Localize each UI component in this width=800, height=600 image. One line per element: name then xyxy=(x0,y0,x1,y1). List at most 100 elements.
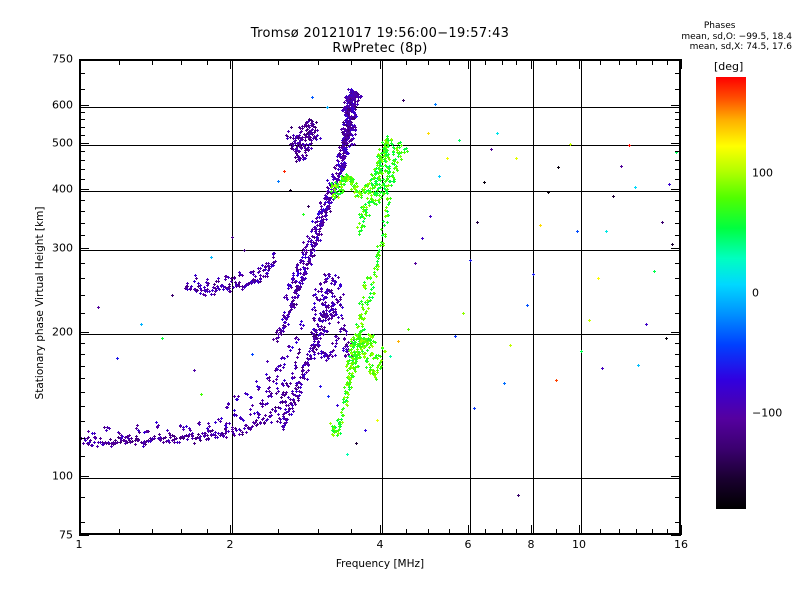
data-point xyxy=(294,296,297,299)
data-point xyxy=(307,358,310,361)
data-point xyxy=(315,121,318,124)
data-point xyxy=(331,342,334,345)
data-point xyxy=(421,237,424,240)
data-point xyxy=(347,113,350,116)
data-point xyxy=(354,114,357,117)
data-point xyxy=(379,164,382,167)
data-point xyxy=(376,268,379,271)
x-axis-minor-tick-top xyxy=(485,59,486,65)
data-point xyxy=(99,437,102,440)
data-point xyxy=(109,438,112,441)
data-point xyxy=(352,336,355,339)
y-axis-minor-tick xyxy=(79,223,85,224)
data-point xyxy=(318,319,321,322)
data-point xyxy=(358,222,361,225)
data-point xyxy=(93,432,96,435)
data-point xyxy=(354,129,357,132)
data-point xyxy=(283,424,286,427)
data-point xyxy=(200,393,203,396)
data-point xyxy=(358,317,361,320)
data-point xyxy=(134,443,137,446)
data-point xyxy=(197,285,200,288)
data-point xyxy=(458,139,461,142)
x-axis-minor-tick xyxy=(556,529,557,535)
data-point xyxy=(356,185,359,188)
data-point xyxy=(369,276,372,279)
x-axis-minor-tick xyxy=(619,529,620,535)
x-axis-minor-tick xyxy=(516,529,517,535)
data-point xyxy=(304,139,307,142)
data-point xyxy=(272,252,275,255)
data-point xyxy=(372,369,375,372)
data-point xyxy=(661,221,664,224)
data-point xyxy=(345,399,348,402)
figure-subtitle: RwPretec (8p) xyxy=(0,41,760,56)
data-point xyxy=(297,399,300,402)
data-point xyxy=(144,443,147,446)
data-point xyxy=(330,186,333,189)
y-axis-tick-label: 400 xyxy=(52,183,73,196)
data-point xyxy=(349,176,352,179)
data-point xyxy=(384,160,387,163)
data-point xyxy=(314,288,317,291)
data-point xyxy=(291,300,294,303)
y-axis-minor-tick-right xyxy=(675,497,681,498)
data-point xyxy=(385,190,388,193)
data-point xyxy=(368,214,371,217)
data-point xyxy=(128,439,131,442)
x-axis-tick-label: 2 xyxy=(227,538,234,551)
data-point xyxy=(287,130,290,133)
data-point xyxy=(321,320,324,323)
data-point xyxy=(388,170,391,173)
y-axis-tick-label: 600 xyxy=(52,99,73,112)
data-point xyxy=(373,267,376,270)
data-point xyxy=(371,183,374,186)
y-axis-tick-label: 100 xyxy=(52,470,73,483)
y-axis-minor-tick xyxy=(79,438,85,439)
data-point xyxy=(298,150,301,153)
data-point xyxy=(303,268,306,271)
data-point xyxy=(340,411,343,414)
data-point xyxy=(348,145,351,148)
data-point xyxy=(299,139,302,142)
scatter-data-layer xyxy=(81,61,679,533)
data-point xyxy=(90,444,93,447)
data-point xyxy=(313,353,316,356)
data-point xyxy=(291,305,294,308)
data-point xyxy=(121,435,124,438)
y-axis-minor-tick-right xyxy=(675,392,681,393)
data-point xyxy=(363,281,366,284)
data-point xyxy=(286,137,289,140)
data-point xyxy=(227,430,230,433)
data-point xyxy=(386,214,389,217)
y-axis-minor-tick-right xyxy=(675,406,681,407)
x-axis-minor-tick-top xyxy=(119,59,120,65)
x-axis-minor-tick xyxy=(428,529,429,535)
y-axis-minor-tick-right xyxy=(675,151,681,152)
data-point xyxy=(269,415,272,418)
data-point xyxy=(299,386,302,389)
data-point xyxy=(532,273,535,276)
data-point xyxy=(288,407,291,410)
x-axis-tick-top xyxy=(380,59,381,69)
data-point xyxy=(250,426,253,429)
data-point xyxy=(206,288,209,291)
data-point xyxy=(116,357,119,360)
data-point xyxy=(322,311,325,314)
data-point xyxy=(302,375,305,378)
data-point xyxy=(346,152,349,155)
x-axis-tick xyxy=(380,525,381,535)
data-point xyxy=(343,150,346,153)
phase-stats-x-mode: mean, sd,X: 74.5, 17.6 xyxy=(681,42,792,53)
y-axis-tick-label: 500 xyxy=(52,137,73,150)
data-point xyxy=(313,319,316,322)
data-point xyxy=(239,417,242,420)
data-point xyxy=(446,157,449,160)
data-point xyxy=(438,175,441,178)
data-point xyxy=(634,186,637,189)
y-axis-tick xyxy=(79,143,89,144)
data-point xyxy=(397,340,400,343)
data-point xyxy=(264,266,267,269)
data-point xyxy=(365,206,368,209)
data-point xyxy=(272,256,275,259)
